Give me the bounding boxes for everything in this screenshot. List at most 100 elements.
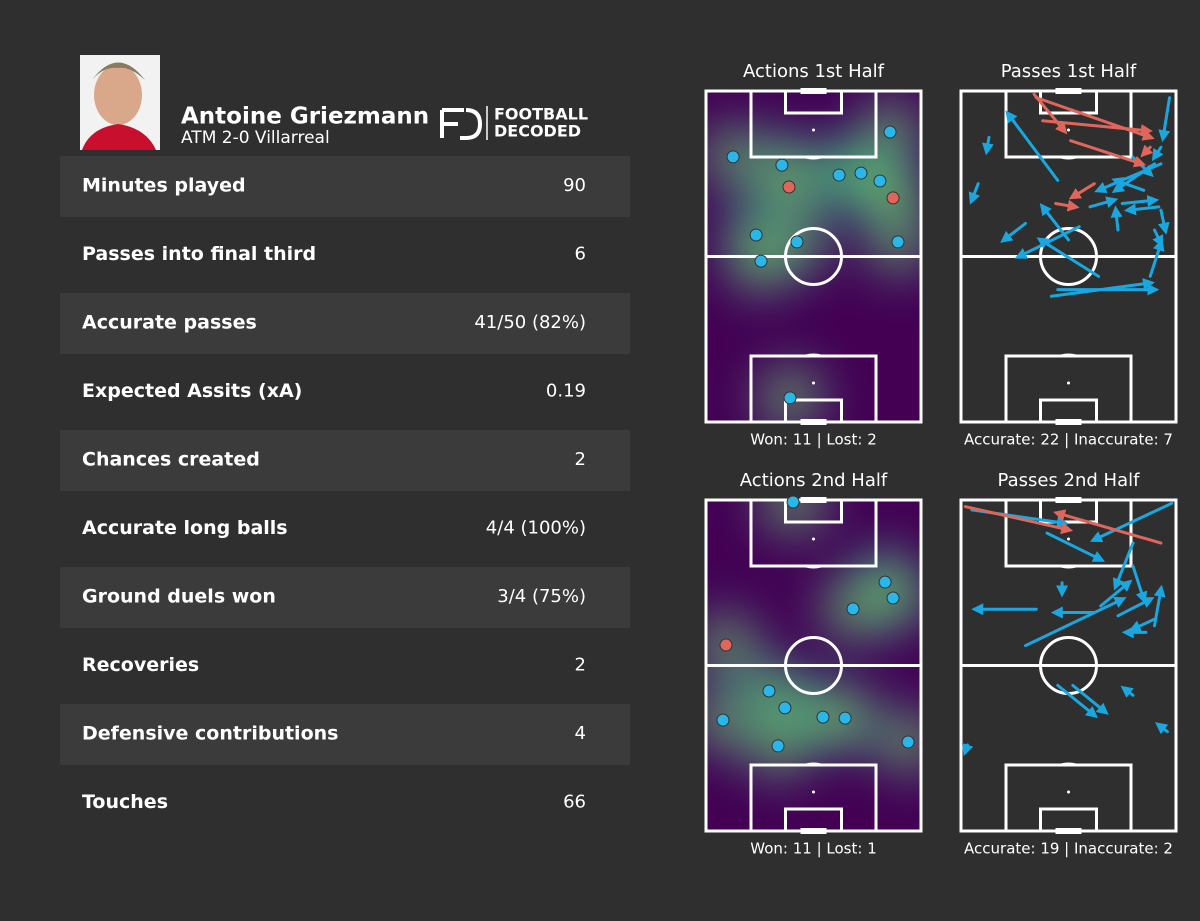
pass-arrow bbox=[1056, 683, 1099, 719]
action-dot bbox=[854, 166, 868, 180]
action-dot bbox=[754, 254, 768, 268]
pitch-footer: Accurate: 22 | Inaccurate: 7 bbox=[964, 431, 1173, 449]
action-dot bbox=[790, 235, 804, 249]
pass-arrow bbox=[1110, 205, 1123, 232]
penalty-spot bbox=[1067, 128, 1070, 132]
pitch-footer: Won: 11 | Lost: 1 bbox=[750, 840, 876, 858]
action-dot bbox=[771, 739, 785, 753]
penalty-arc bbox=[805, 762, 822, 767]
row-value: 6 bbox=[575, 244, 586, 265]
action-dot bbox=[783, 391, 797, 405]
action-dot bbox=[886, 591, 900, 605]
six-yard-box bbox=[1039, 498, 1098, 524]
row-value: 90 bbox=[563, 175, 586, 196]
row-label: Minutes played bbox=[82, 175, 246, 197]
penalty-spot bbox=[1067, 790, 1070, 794]
row-bg bbox=[60, 293, 630, 354]
row-label: Touches bbox=[82, 791, 168, 813]
action-dot bbox=[901, 735, 915, 749]
pass-arrow bbox=[1116, 597, 1155, 618]
penalty-box bbox=[1004, 354, 1133, 424]
penalty-spot bbox=[812, 381, 815, 385]
row-value: 4 bbox=[575, 723, 586, 744]
pass-arrow bbox=[1148, 238, 1165, 278]
action-dot bbox=[778, 701, 792, 715]
action-dot bbox=[873, 174, 887, 188]
row-value: 3/4 (75%) bbox=[497, 586, 586, 607]
row-label: Chances created bbox=[82, 449, 260, 471]
pass-arrow bbox=[1069, 139, 1147, 168]
pass-arrow bbox=[961, 742, 974, 757]
pitch-title: Actions 1st Half bbox=[743, 61, 885, 82]
row-bg bbox=[60, 704, 630, 765]
pass-arrow bbox=[1024, 596, 1127, 648]
pass-arrow bbox=[1032, 92, 1068, 135]
action-dot bbox=[891, 235, 905, 249]
row-bg bbox=[60, 430, 630, 491]
action-dot bbox=[719, 638, 733, 652]
pass-arrow bbox=[1088, 196, 1119, 209]
pass-arrow bbox=[1111, 177, 1146, 192]
penalty-arc bbox=[1060, 155, 1077, 160]
penalty-box bbox=[1004, 498, 1133, 568]
six-yard-box bbox=[1039, 807, 1098, 833]
pass-arrow bbox=[1140, 144, 1154, 158]
penalty-arc bbox=[805, 155, 822, 160]
pitch-footer: Won: 11 | Lost: 2 bbox=[750, 431, 876, 449]
penalty-arc bbox=[805, 353, 822, 358]
pass-arrow bbox=[1014, 225, 1081, 259]
pass-arrow bbox=[1153, 584, 1166, 628]
row-label: Expected Assits (xA) bbox=[82, 380, 302, 402]
penalty-spot bbox=[1067, 381, 1070, 385]
pass-arrow bbox=[1112, 541, 1135, 591]
pass-arrow bbox=[1045, 531, 1106, 562]
action-dot bbox=[726, 150, 740, 164]
action-dot bbox=[716, 713, 730, 727]
row-value: 41/50 (82%) bbox=[474, 312, 586, 333]
pass-arrow bbox=[1005, 110, 1060, 182]
penalty-spot bbox=[812, 128, 815, 132]
pass-arrow bbox=[1068, 182, 1096, 200]
pass-arrow bbox=[1123, 203, 1161, 216]
pass-arrow bbox=[982, 135, 994, 156]
row-label: Recoveries bbox=[82, 654, 199, 676]
action-dot bbox=[883, 125, 897, 139]
center-circle bbox=[784, 227, 843, 286]
pass-arrow bbox=[1128, 617, 1156, 632]
action-dot bbox=[749, 228, 763, 242]
penalty-arc bbox=[805, 564, 822, 569]
pass-arrow bbox=[1152, 228, 1164, 248]
row-value: 66 bbox=[563, 792, 586, 813]
pass-arrow bbox=[1158, 96, 1172, 143]
logo-text: DECODED bbox=[494, 122, 581, 141]
center-circle bbox=[784, 636, 843, 695]
pass-arrow bbox=[968, 182, 980, 205]
pass-arrow bbox=[1151, 145, 1164, 162]
six-yard-box bbox=[1039, 398, 1098, 424]
row-label: Ground duels won bbox=[82, 586, 276, 608]
penalty-spot bbox=[812, 790, 815, 794]
row-value: 2 bbox=[575, 655, 586, 676]
row-value: 4/4 (100%) bbox=[486, 518, 586, 539]
row-label: Accurate long balls bbox=[82, 517, 288, 539]
match-label: ATM 2-0 Villarreal bbox=[181, 128, 330, 148]
pitch-title: Actions 2nd Half bbox=[740, 470, 888, 491]
row-label: Defensive contributions bbox=[82, 723, 338, 745]
action-dot bbox=[832, 168, 846, 182]
action-dot bbox=[838, 711, 852, 725]
action-dot bbox=[816, 710, 830, 724]
row-bg bbox=[60, 156, 630, 217]
row-value: 0.19 bbox=[546, 381, 586, 402]
pitch-title: Passes 1st Half bbox=[1001, 61, 1137, 82]
pass-arrow bbox=[1157, 208, 1170, 235]
pass-arrow bbox=[1089, 501, 1174, 543]
pitch bbox=[704, 495, 923, 834]
pass-arrow bbox=[1000, 221, 1027, 243]
action-dot bbox=[762, 684, 776, 698]
row-label: Accurate passes bbox=[82, 312, 257, 334]
pass-arrow bbox=[963, 505, 1074, 535]
pass-arrow bbox=[1053, 509, 1163, 545]
pass-arrow bbox=[1071, 683, 1109, 715]
pitch-title: Passes 2nd Half bbox=[998, 470, 1141, 491]
